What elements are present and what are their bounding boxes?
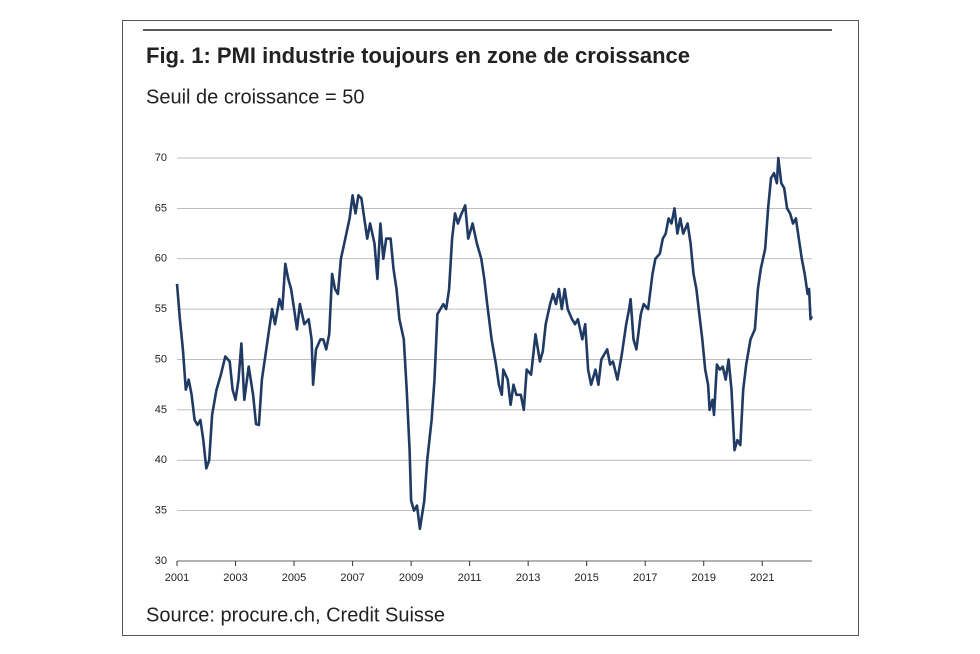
x-tick-label: 2003 [223, 572, 247, 584]
x-tick-label: 2011 [458, 572, 482, 584]
y-tick-label: 35 [155, 505, 167, 517]
x-tick-label: 2009 [399, 572, 423, 584]
x-tick-label: 2017 [633, 572, 657, 584]
x-tick-label: 2013 [516, 572, 540, 584]
x-tick-label: 2015 [574, 572, 598, 584]
x-tick-label: 2021 [750, 572, 774, 584]
y-tick-label: 40 [155, 454, 167, 466]
y-tick-label: 45 [155, 404, 167, 416]
chart-title: Fig. 1: PMI industrie toujours en zone d… [146, 43, 690, 68]
x-tick-label: 2019 [691, 572, 715, 584]
x-tick-label: 2005 [282, 572, 306, 584]
y-tick-label: 70 [155, 152, 167, 164]
y-tick-label: 55 [155, 303, 167, 315]
x-tick-label: 2007 [340, 572, 364, 584]
x-tick-label: 2001 [165, 572, 189, 584]
source: Source: procure.ch, Credit Suisse [146, 604, 445, 626]
y-tick-label: 50 [155, 353, 167, 365]
y-tick-label: 65 [155, 202, 167, 214]
series-line [175, 156, 814, 531]
y-tick-label: 30 [155, 555, 167, 567]
chart-subtitle: Seuil de croissance = 50 [146, 86, 364, 108]
frame [122, 20, 859, 636]
y-tick-label: 60 [155, 253, 167, 265]
